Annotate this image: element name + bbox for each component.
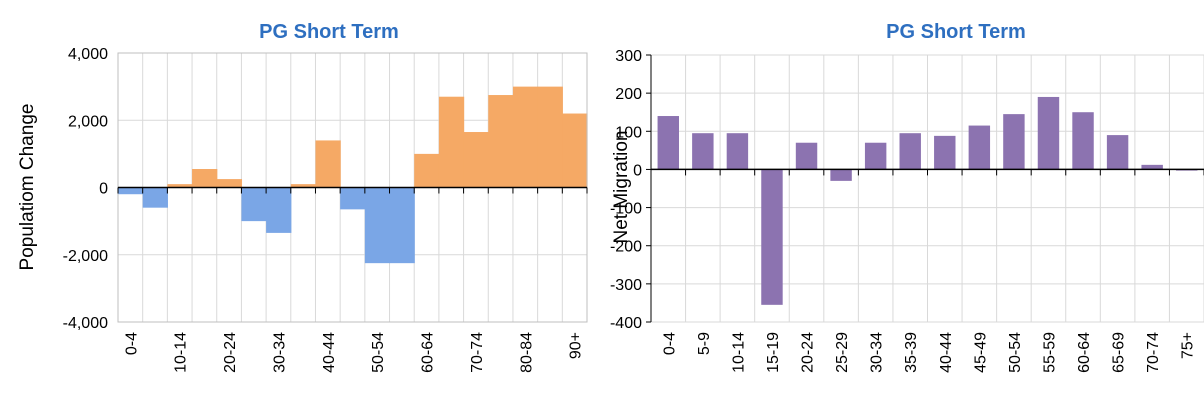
area-step [438,96,465,188]
chart-title: PG Short Term [886,21,1026,43]
x-category-label: 10-14 [730,332,747,373]
area-step [389,187,415,264]
x-category-label: 50-54 [370,332,387,373]
x-category-label: 45-49 [972,332,989,373]
bar [899,133,921,170]
area-step [364,187,391,264]
area-step [266,187,292,233]
area-step [414,153,440,188]
y-tick-label: 2,000 [68,113,108,130]
chart-title: PG Short Term [259,21,399,43]
x-category-label: 30-34 [869,332,886,373]
bar [1106,135,1129,170]
x-category-label: 60-64 [420,332,437,373]
bar [1072,112,1094,170]
bar [657,116,679,170]
y-axis-label: Net Migration [611,131,632,244]
x-category-label: 65-69 [1111,332,1128,373]
x-category-label: 90+ [568,332,585,359]
y-tick-label: 0 [633,162,642,179]
y-tick-label: 300 [615,48,642,65]
bar [692,133,714,170]
net-migration-chart: PG Short Term Net Migration 300 200 100 0 -1… [610,21,1204,373]
x-category-label: 0-4 [661,332,678,355]
bar [830,169,852,181]
x-category-label: 40-44 [321,332,338,373]
area-step [216,179,243,188]
x-category-label: 5-9 [696,332,713,355]
area-step [537,86,563,188]
area-step [142,187,168,208]
area-step [167,184,193,188]
y-axis-label: Populatiom Change [17,104,38,271]
area-step [315,140,341,188]
area-step [488,95,514,188]
y-tick-label: -400 [610,315,642,332]
area-step [192,169,218,188]
y-tick-label: 4,000 [68,46,108,63]
area-step [290,184,317,188]
bar [934,135,956,170]
x-category-label: 35-39 [903,332,920,373]
bar [968,125,991,170]
y-tick-label: -4,000 [63,315,108,332]
x-category-label: 80-84 [518,332,535,373]
y-tick-label: 100 [615,124,642,141]
x-category-label: 75+ [1180,332,1197,359]
x-category-label: 20-24 [222,332,239,373]
x-category-label: 0-4 [123,332,140,355]
y-tick-label: -200 [610,239,642,256]
x-category-label: 15-19 [765,332,782,373]
bar [795,142,818,170]
area-step [241,187,267,222]
x-category-label: 40-44 [938,332,955,373]
bar [726,133,749,170]
y-tick-label: 0 [99,181,108,198]
x-category-label: 10-14 [173,332,190,373]
bar [1037,96,1060,170]
x-category-label: 60-64 [1076,332,1093,373]
bar [864,142,887,170]
y-tick-label: -2,000 [63,248,108,265]
population-change-chart: PG Short Term Populatiom Change 4,000 2,0… [17,21,588,373]
x-category-label: 20-24 [800,332,817,373]
area-step [340,187,366,210]
y-tick-label: 200 [615,86,642,103]
y-tick-label: -100 [610,201,642,218]
x-category-label: 70-74 [1145,332,1162,373]
x-category-label: 25-29 [834,332,851,373]
y-tick-label: -300 [610,277,642,294]
x-category-label: 55-59 [1041,332,1058,373]
area-step [512,86,539,188]
x-category-label: 30-34 [271,332,288,373]
area-step [463,132,489,188]
area-step [562,113,588,188]
x-category-label: 70-74 [469,332,486,373]
bar [1003,114,1025,170]
bar [1141,164,1163,170]
area-step [118,187,144,195]
bar [761,169,783,305]
x-category-label: 50-54 [1007,332,1024,373]
